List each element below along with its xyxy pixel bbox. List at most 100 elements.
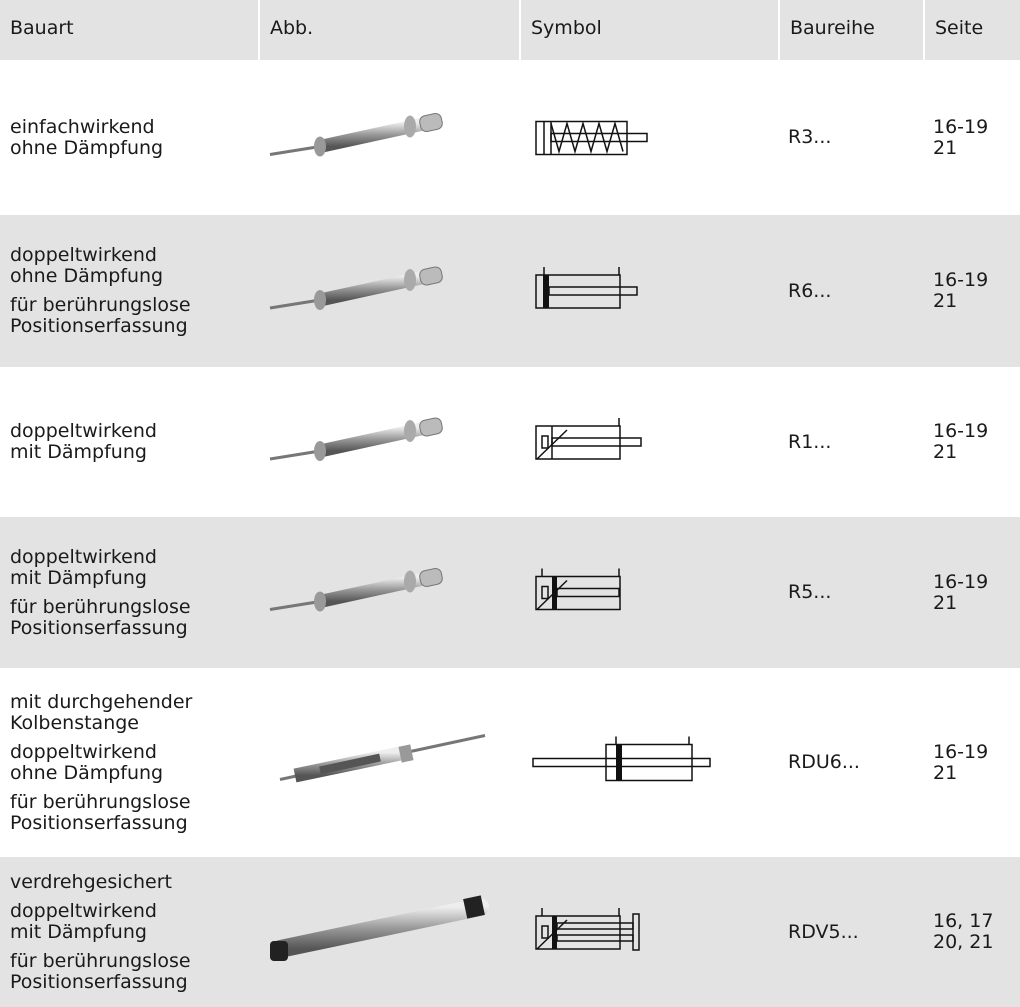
- bauart-text: mit Dämpfung: [10, 566, 147, 589]
- baureihe-text: R5...: [788, 581, 832, 603]
- header-text: Baureihe: [790, 17, 875, 39]
- bauart-text: verdrehgesichert: [10, 870, 172, 893]
- baureihe-text: R1...: [788, 430, 832, 453]
- bauart-cell: einfachwirkend ohne Dämpfung: [10, 60, 258, 215]
- seite-text: 21: [933, 136, 958, 159]
- paragraph: doppeltwirkend mit Dämpfung: [10, 421, 258, 463]
- product-image: [270, 895, 489, 961]
- bauart-text: Positionserfassung: [10, 811, 188, 834]
- paragraph: für berührungslose Positionserfassung: [10, 949, 258, 993]
- bauart-cell: doppeltwirkend mit Dämpfung für berührungs…: [10, 517, 258, 668]
- bauart-text: ohne Dämpfung: [10, 265, 164, 287]
- bauart-text: doppeltwirkend: [10, 899, 157, 922]
- table-row: einfachwirkend ohne Dämpfung R3... 16-19 21: [0, 60, 1020, 215]
- baureihe-cell: R3...: [788, 60, 923, 215]
- seite-text: 16-19: [933, 740, 989, 763]
- bauart-text: doppeltwirkend: [10, 420, 157, 442]
- baureihe-text: R3...: [788, 126, 832, 148]
- seite-text: 16-19: [933, 570, 989, 593]
- baureihe-cell: RDU6...: [788, 668, 923, 857]
- bauart-text: ohne Dämpfung: [10, 761, 164, 784]
- product-image: [269, 113, 443, 157]
- header-text: Abb.: [270, 17, 314, 39]
- product-image: [279, 734, 486, 783]
- baureihe-text: R6...: [788, 279, 832, 302]
- baureihe-text: RDU6...: [788, 751, 860, 773]
- seite-cell: 16, 17 20, 21: [933, 857, 1020, 1007]
- seite-text: 16-19: [933, 420, 989, 442]
- bauart-text: mit durchgehender: [10, 690, 193, 713]
- bauart-cell: doppeltwirkend ohne Dämpfung für berührung…: [10, 215, 258, 367]
- bauart-text: doppeltwirkend: [10, 545, 157, 568]
- bauart-text: mit Dämpfung: [10, 441, 147, 463]
- seite-text: 21: [933, 290, 958, 312]
- symbol: [535, 120, 648, 156]
- table-row: doppeltwirkend mit Dämpfung für berührungs…: [0, 517, 1020, 668]
- table-row: doppeltwirkend mit Dämpfung R1... 16-19 21: [0, 367, 1020, 517]
- paragraph: für berührungslose Positionserfassung: [10, 295, 258, 337]
- seite-cell: 16-19 21: [933, 60, 1020, 215]
- symbol: [535, 267, 638, 309]
- bauart-text: Positionserfassung: [10, 616, 188, 639]
- bauart-text: für berührungslose: [10, 949, 191, 972]
- bauart-text: mit Dämpfung: [10, 920, 147, 943]
- header-text: Symbol: [531, 17, 602, 39]
- seite-cell: 16-19 21: [933, 215, 1020, 367]
- header-cell: Bauart: [0, 0, 256, 60]
- product-image: [269, 417, 443, 461]
- bauart-cell: mit durchgehender Kolbenstange doppeltwirk…: [10, 668, 258, 857]
- seite-cell: 16-19 21: [933, 367, 1020, 517]
- seite-text: 20, 21: [933, 931, 994, 953]
- baureihe-cell: R1...: [788, 367, 923, 517]
- paragraph: doppeltwirkend ohne Dämpfung: [10, 245, 258, 287]
- seite-text: 21: [933, 441, 958, 463]
- header-row: Bauart Abb. Symbol Baureihe Seite: [0, 0, 1020, 60]
- bauart-text: für berührungslose: [10, 790, 191, 813]
- header-text: Seite: [935, 17, 984, 39]
- bauart-cell: verdrehgesichert doppeltwirkend mit Dämpfu…: [10, 857, 258, 1007]
- bauart-cell: doppeltwirkend mit Dämpfung: [10, 367, 258, 517]
- paragraph: einfachwirkend ohne Dämpfung: [10, 115, 258, 159]
- paragraph: für berührungslose Positionserfassung: [10, 790, 258, 834]
- bauart-text: doppeltwirkend: [10, 244, 157, 266]
- paragraph: doppeltwirkend mit Dämpfung: [10, 899, 258, 943]
- seite-text: 16-19: [933, 115, 989, 138]
- seite-cell: 16-19 21: [933, 517, 1020, 668]
- seite-text: 21: [933, 761, 958, 784]
- symbol: [535, 418, 642, 460]
- header-cell: Baureihe: [778, 0, 923, 60]
- header-cell: Seite: [923, 0, 1020, 60]
- table-row: mit durchgehender Kolbenstange doppeltwirk…: [0, 668, 1020, 857]
- bauart-text: einfachwirkend: [10, 115, 155, 138]
- paragraph: doppeltwirkend ohne Dämpfung: [10, 740, 258, 784]
- product-image: [269, 266, 443, 310]
- paragraph: mit durchgehender Kolbenstange: [10, 690, 258, 734]
- seite-text: 21: [933, 591, 958, 614]
- bauart-text: Positionserfassung: [10, 970, 188, 993]
- baureihe-text: RDV5...: [788, 920, 859, 943]
- symbol: [535, 568, 621, 611]
- header-text: Bauart: [10, 17, 74, 39]
- bauart-text: Positionserfassung: [10, 315, 188, 337]
- symbol: [535, 908, 640, 951]
- table-row: doppeltwirkend ohne Dämpfung für berührung…: [0, 215, 1020, 367]
- product-image: [269, 568, 443, 612]
- paragraph: verdrehgesichert: [10, 870, 258, 893]
- table-row: verdrehgesichert doppeltwirkend mit Dämpfu…: [0, 857, 1020, 1007]
- header-cell: Symbol: [519, 0, 778, 60]
- bauart-text: ohne Dämpfung: [10, 136, 164, 159]
- symbol: [532, 736, 711, 782]
- paragraph: doppeltwirkend mit Dämpfung: [10, 545, 258, 589]
- baureihe-cell: R5...: [788, 517, 923, 668]
- bauart-text: doppeltwirkend: [10, 740, 157, 763]
- bauart-text: für berührungslose: [10, 294, 191, 316]
- baureihe-cell: R6...: [788, 215, 923, 367]
- paragraph: für berührungslose Positionserfassung: [10, 595, 258, 639]
- bauart-text: für berührungslose: [10, 595, 191, 618]
- baureihe-cell: RDV5...: [788, 857, 923, 1007]
- seite-text: 16-19: [933, 269, 989, 291]
- bauart-text: Kolbenstange: [10, 711, 139, 734]
- seite-cell: 16-19 21: [933, 668, 1020, 857]
- header-cell: Abb.: [258, 0, 519, 60]
